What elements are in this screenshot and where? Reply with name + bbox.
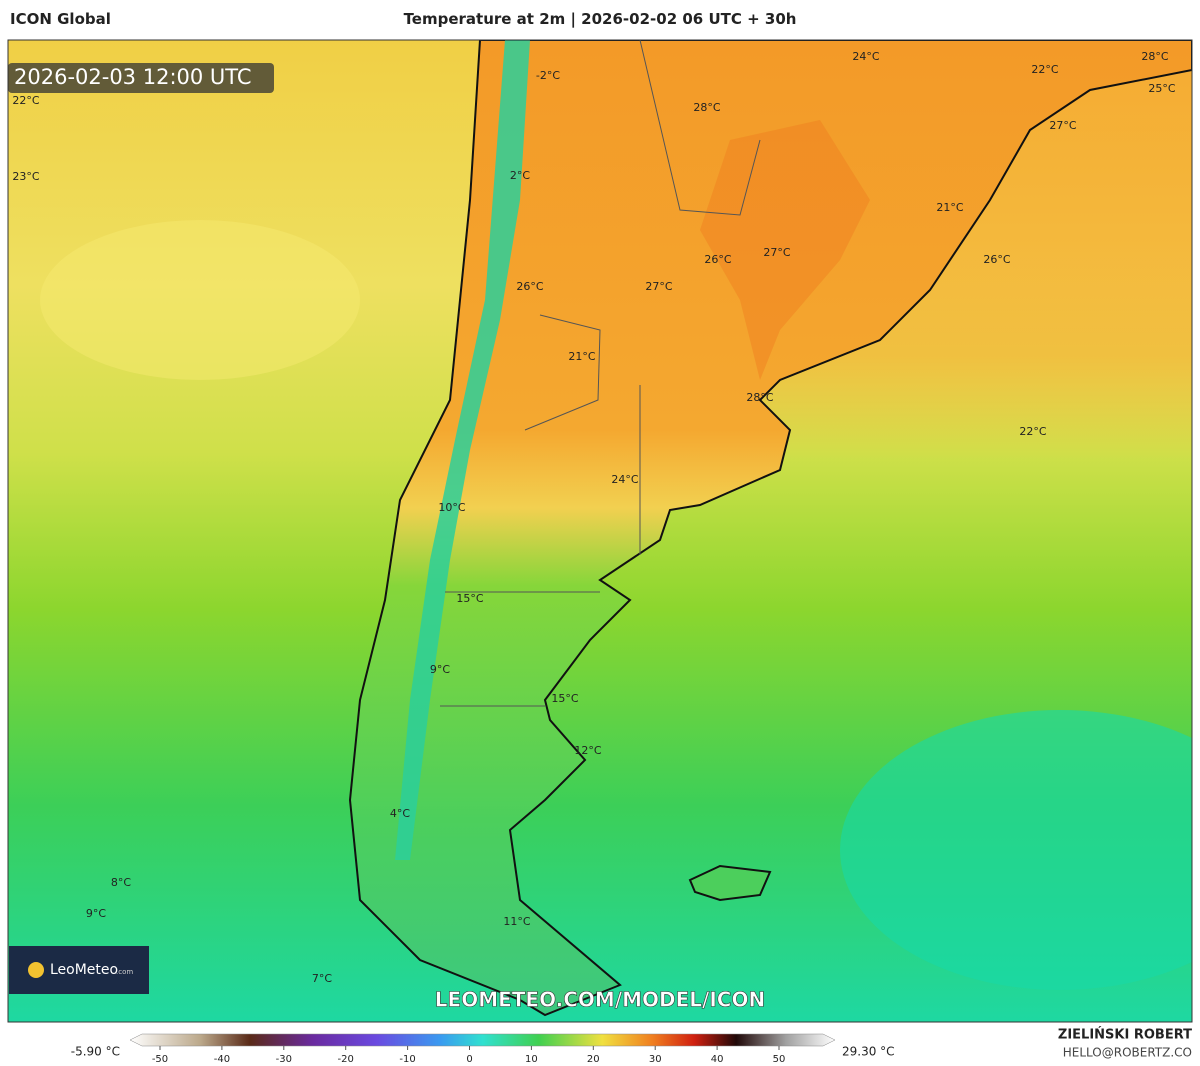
temperature-label: 27°C	[1049, 119, 1076, 132]
temperature-label: 12°C	[574, 744, 601, 757]
temperature-label: 23°C	[12, 170, 39, 183]
map-title: Temperature at 2m | 2026-02-02 06 UTC + …	[403, 10, 797, 28]
temperature-label: 22°C	[12, 94, 39, 107]
temperature-label: 28°C	[693, 101, 720, 114]
temperature-label: 22°C	[1019, 425, 1046, 438]
email: HELLO@ROBERTZ.CO	[1063, 1046, 1192, 1060]
temperature-label: 25°C	[1148, 82, 1175, 95]
temperature-label: 2°C	[510, 169, 530, 182]
temperature-label: 26°C	[704, 253, 731, 266]
temperature-label: 9°C	[86, 907, 106, 920]
colorbar-tick-label: -50	[152, 1054, 168, 1065]
colorbar-tick-label: -40	[214, 1054, 230, 1065]
temperature-label: 24°C	[852, 50, 879, 63]
temperature-label: 27°C	[763, 246, 790, 259]
colorbar-tick-label: 20	[587, 1054, 600, 1065]
temperature-label: 15°C	[551, 692, 578, 705]
colorbar-tick-label: 40	[711, 1054, 724, 1065]
colorbar-tick-label: 10	[525, 1054, 538, 1065]
temperature-label: 24°C	[611, 473, 638, 486]
temperature-label: 15°C	[456, 592, 483, 605]
temperature-label: 22°C	[1031, 63, 1058, 76]
temperature-label: 7°C	[312, 972, 332, 985]
colorbar-min: -5.90 °C	[71, 1045, 120, 1059]
temperature-label: -2°C	[536, 69, 560, 82]
colorbar-tick-label: -30	[276, 1054, 292, 1065]
temperature-label: 28°C	[1141, 50, 1168, 63]
temperature-label: 10°C	[438, 501, 465, 514]
temperature-label: 26°C	[516, 280, 543, 293]
logo-name: LeoMeteo	[50, 962, 118, 978]
colorbar-tick-label: -10	[399, 1054, 415, 1065]
colorbar-max: 29.30 °C	[842, 1045, 895, 1059]
temperature-label: 28°C	[746, 391, 773, 404]
colorbar-tick-label: 30	[649, 1054, 662, 1065]
temperature-label: 11°C	[503, 915, 530, 928]
temperature-label: 8°C	[111, 876, 131, 889]
temperature-label: 4°C	[390, 807, 410, 820]
logo-suffix: .com	[116, 968, 133, 976]
watermark: LEOMETEO.COM/MODEL/ICON	[435, 988, 765, 1012]
temperature-label: 21°C	[568, 350, 595, 363]
temperature-label: 9°C	[430, 663, 450, 676]
colorbar-tick-label: 0	[466, 1054, 472, 1065]
model-name: ICON Global	[10, 10, 111, 28]
author: ZIELIŃSKI ROBERT	[1058, 1027, 1192, 1043]
temperature-label: 21°C	[936, 201, 963, 214]
valid-time: 2026-02-03 12:00 UTC	[14, 65, 252, 89]
temperature-label: 26°C	[983, 253, 1010, 266]
colorbar-tick-label: 50	[773, 1054, 786, 1065]
colorbar-tick-label: -20	[338, 1054, 354, 1065]
temperature-label: 27°C	[645, 280, 672, 293]
